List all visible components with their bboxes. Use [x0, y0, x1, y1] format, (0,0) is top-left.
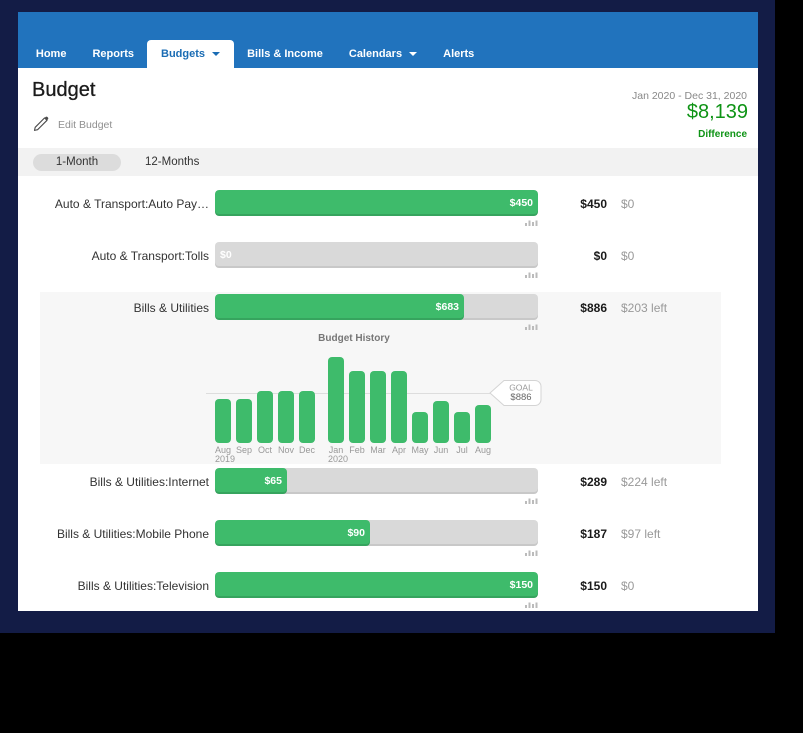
svg-text:GOAL: GOAL — [509, 383, 533, 393]
svg-text:$886: $886 — [510, 392, 531, 403]
